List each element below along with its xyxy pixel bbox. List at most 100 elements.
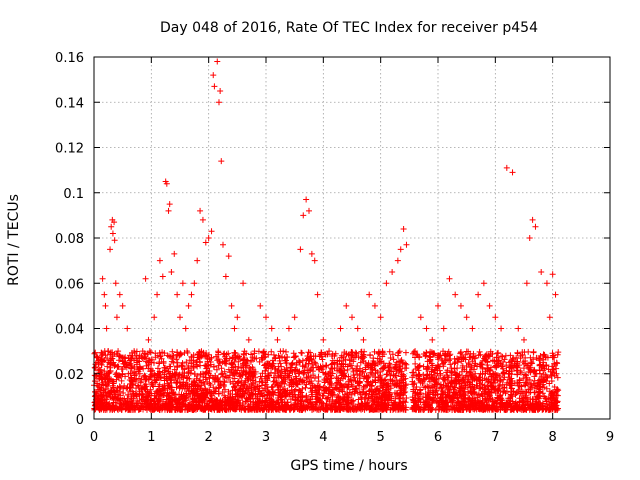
data-point [338,382,345,389]
data-point [498,401,505,408]
data-point [519,399,526,406]
data-point [204,400,211,407]
data-point [440,348,447,355]
data-point [498,325,505,332]
data-point [319,356,326,363]
data-point [320,336,327,343]
data-point [403,404,410,411]
data-point [542,403,549,410]
data-point [493,354,500,361]
data-point [535,401,542,408]
data-point [201,406,208,413]
data-point [139,391,146,398]
data-point [378,358,385,365]
data-point [168,384,175,391]
data-point [118,377,125,384]
data-point [553,386,560,393]
data-point [299,385,306,392]
data-point [183,380,190,387]
data-point [360,358,367,365]
data-point [299,378,306,385]
data-point [295,391,302,398]
data-point [227,369,234,376]
data-point [433,398,440,405]
data-point [440,390,447,397]
data-point [314,394,321,401]
data-point [385,382,392,389]
data-point [170,389,177,396]
data-point [252,378,259,385]
data-point [230,354,237,361]
x-tick-label: 1 [147,430,155,445]
data-point [396,403,403,410]
data-point [345,400,352,407]
data-point [234,399,241,406]
data-point [118,366,125,373]
data-point [194,405,201,412]
data-point [331,400,338,407]
data-point [492,314,499,321]
data-point [223,402,230,409]
data-point [139,348,146,355]
data-point [475,291,482,298]
data-point [502,352,509,359]
data-point [366,387,373,394]
data-point [305,356,312,363]
data-point [147,349,154,356]
data-point [164,390,171,397]
data-point [539,400,546,407]
data-point [366,291,373,298]
data-point [288,405,295,412]
data-point [243,395,250,402]
data-point [515,325,522,332]
data-point [291,353,298,360]
data-point [193,390,200,397]
data-point [203,389,210,396]
data-point [554,351,561,358]
data-point [494,372,501,379]
data-point [198,387,205,394]
data-point [136,392,143,399]
data-point [552,291,559,298]
data-point [545,366,552,373]
data-point [291,368,298,375]
data-point [186,399,193,406]
data-point [216,358,223,365]
data-point [425,389,432,396]
data-point [383,280,390,287]
data-point [163,375,170,382]
data-point [422,394,429,401]
data-point [543,280,550,287]
data-point [460,395,467,402]
data-point [278,368,285,375]
data-point [215,99,222,106]
data-point [528,359,535,366]
data-point [174,375,181,382]
data-point [282,378,289,385]
data-point [151,314,158,321]
data-point [479,390,486,397]
data-point [446,275,453,282]
data-point [360,384,367,391]
data-point [161,364,168,371]
data-point [213,385,220,392]
data-point [543,373,550,380]
data-point [548,392,555,399]
data-point [520,365,527,372]
data-point [441,398,448,405]
data-point [298,350,305,357]
data-point [239,362,246,369]
data-point [340,357,347,364]
data-point [184,406,191,413]
data-point [180,379,187,386]
data-point [444,399,451,406]
data-point [185,302,192,309]
data-point [436,367,443,374]
data-point [221,379,228,386]
data-point [366,406,373,413]
data-point [232,406,239,413]
data-point [292,373,299,380]
data-point [249,373,256,380]
data-point [342,381,349,388]
data-point [463,314,470,321]
